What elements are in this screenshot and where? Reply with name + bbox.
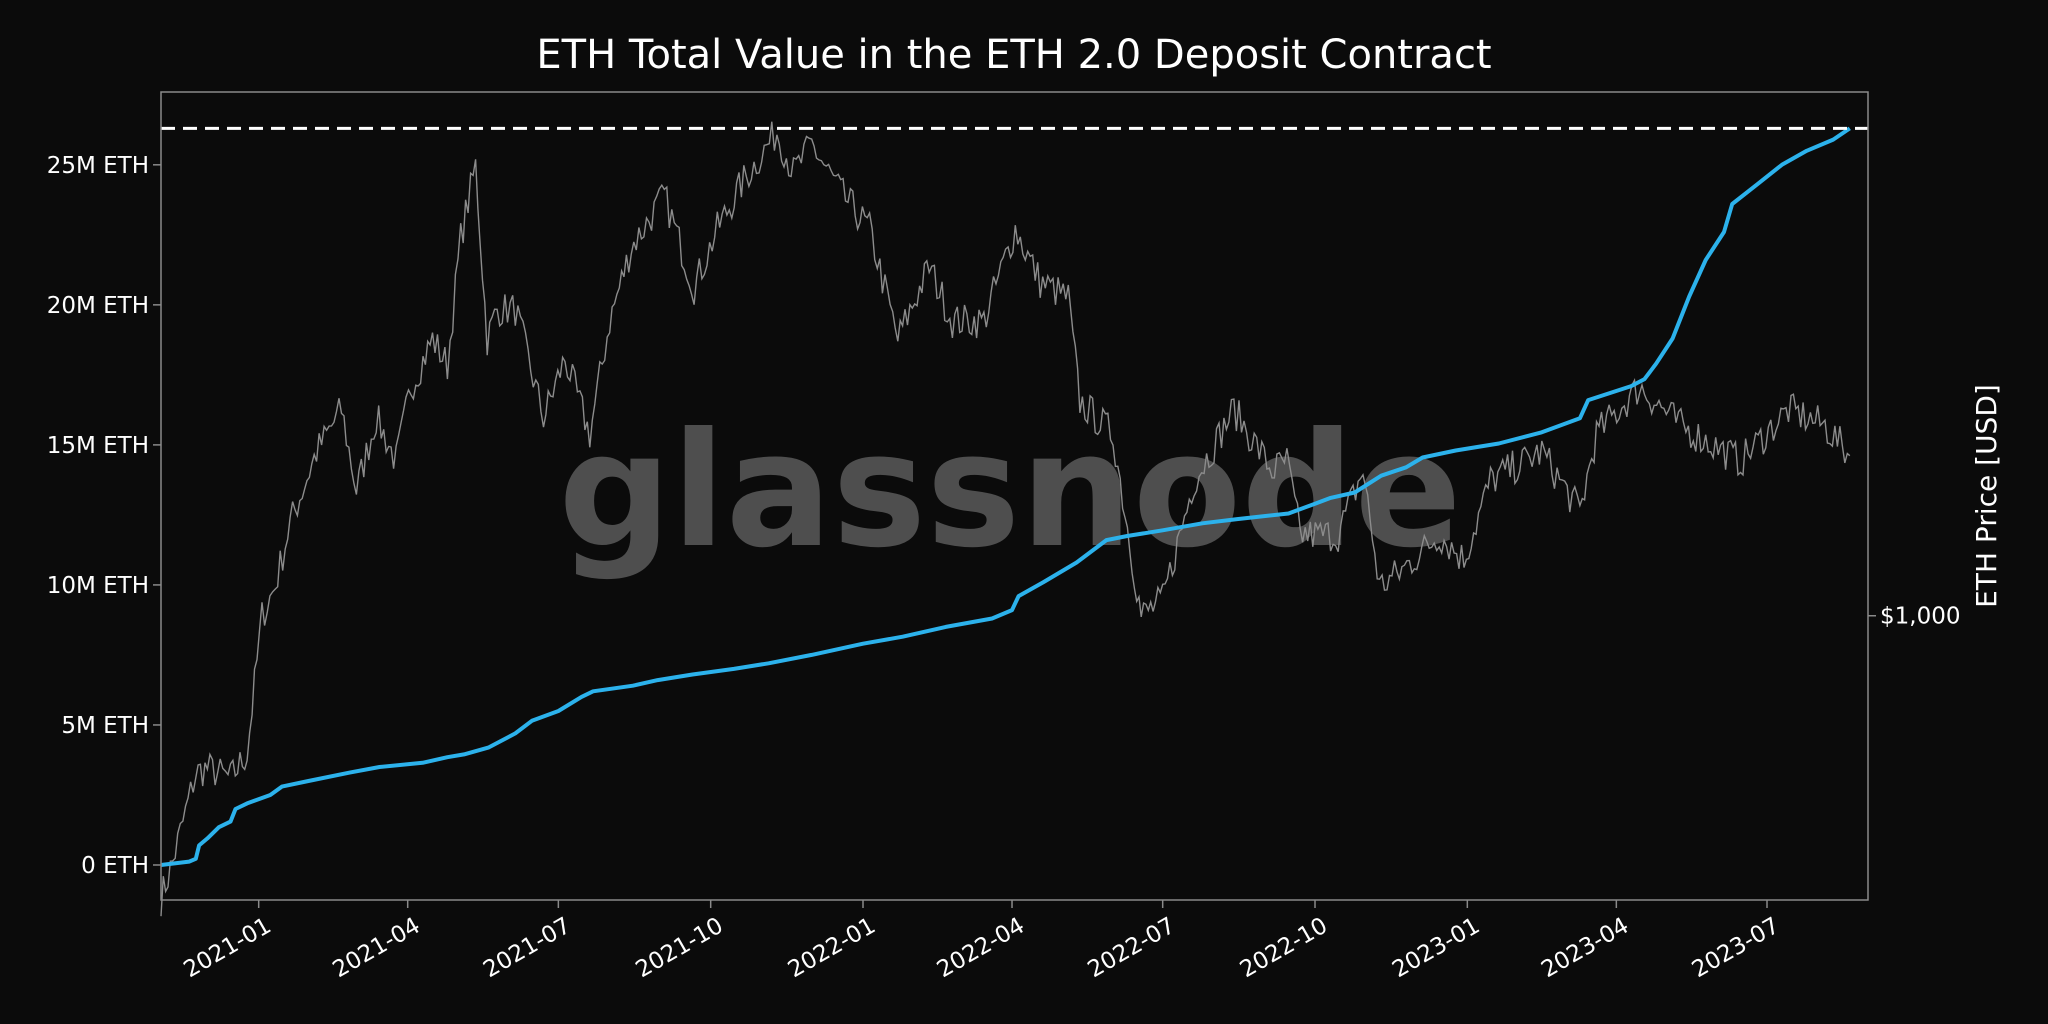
- glassnode-watermark: glassnode: [558, 399, 1461, 583]
- x-tick-label: 2021-01: [179, 913, 275, 984]
- deposit-value-line: [160, 126, 1851, 867]
- deposit-series-layer: [160, 126, 1851, 867]
- y-left-tick-label: 25M ETH: [47, 153, 149, 179]
- x-tick-label: 2022-01: [784, 913, 880, 984]
- y-left-tick-label: 0 ETH: [81, 853, 149, 879]
- price-series-layer: [160, 121, 1851, 917]
- x-axis: 2021-01 2021-04 2021-07 2021-10 2022-01 2022-…: [179, 900, 1784, 983]
- x-tick-label: 2021-04: [328, 913, 424, 984]
- y-left-tick-label: 15M ETH: [47, 433, 149, 459]
- x-tick-label: 2022-10: [1236, 913, 1332, 984]
- y-right-tick-label: $1,000: [1880, 604, 1960, 630]
- x-tick-label: 2022-04: [933, 913, 1029, 984]
- chart-title: ETH Total Value in the ETH 2.0 Deposit C…: [536, 32, 1491, 78]
- x-tick-label: 2023-04: [1537, 913, 1633, 984]
- x-tick-label: 2021-07: [479, 913, 575, 984]
- x-tick-label: 2022-07: [1083, 913, 1179, 984]
- plot-frame: [160, 91, 1869, 901]
- y-axis-right-label: ETH Price [USD]: [1970, 384, 2003, 608]
- x-tick-label: 2023-01: [1388, 913, 1484, 984]
- eth-price-line: [160, 121, 1851, 917]
- y-axis-left: 0 ETH 5M ETH 10M ETH 15M ETH 20M ETH 25M ETH: [47, 153, 161, 879]
- x-tick-label: 2023-07: [1688, 913, 1784, 984]
- y-left-tick-label: 5M ETH: [61, 713, 149, 739]
- y-left-tick-label: 10M ETH: [47, 573, 149, 599]
- y-left-tick-label: 20M ETH: [47, 293, 149, 319]
- y-axis-right: $1,000: [1868, 604, 1960, 630]
- x-tick-label: 2021-10: [631, 913, 727, 984]
